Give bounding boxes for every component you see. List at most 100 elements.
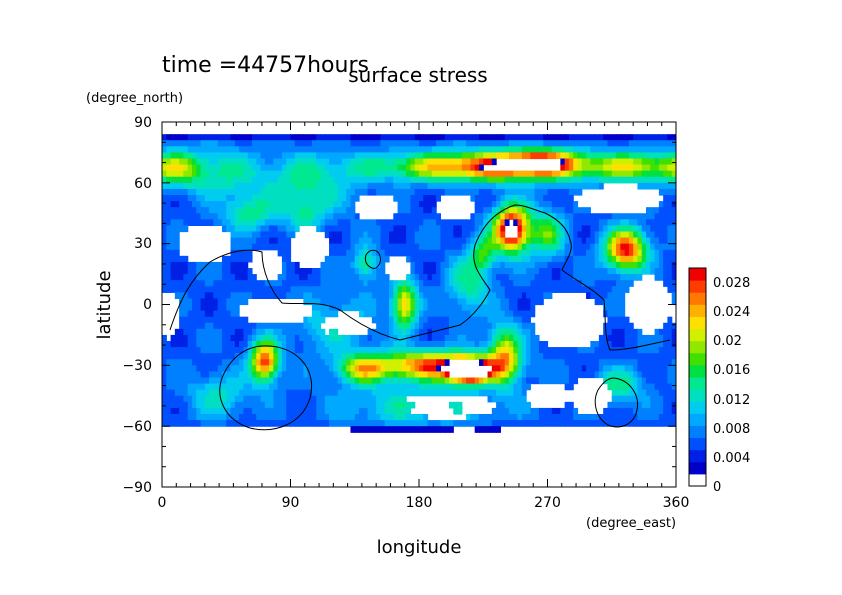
- heatmap-cell: [290, 207, 296, 214]
- heatmap-cell: [671, 286, 676, 293]
- heatmap-cell: [393, 225, 399, 233]
- heatmap-cell: [286, 213, 292, 220]
- heatmap-cell: [401, 426, 407, 433]
- heatmap-cell: [410, 261, 416, 269]
- heatmap-cell: [316, 334, 322, 342]
- heatmap-cell: [299, 395, 304, 403]
- heatmap-cell: [504, 347, 510, 354]
- heatmap-cell: [577, 158, 583, 166]
- heatmap-cell: [191, 420, 197, 427]
- heatmap-cell: [359, 219, 364, 227]
- heatmap-cell: [521, 140, 527, 147]
- heatmap-cell: [162, 353, 167, 360]
- heatmap-cell: [354, 377, 360, 385]
- heatmap-cell: [547, 292, 553, 300]
- heatmap-cell: [538, 359, 544, 366]
- heatmap-cell: [333, 334, 339, 342]
- heatmap-cell: [221, 395, 227, 403]
- heatmap-cell: [620, 310, 626, 318]
- heatmap-cell: [243, 231, 249, 239]
- heatmap-cell: [264, 359, 270, 366]
- heatmap-cell: [363, 274, 369, 281]
- heatmap-cell: [226, 371, 232, 379]
- heatmap-cell: [496, 170, 501, 178]
- heatmap-cell: [534, 414, 540, 421]
- heatmap-cell: [329, 377, 334, 385]
- heatmap-cell: [217, 407, 223, 415]
- heatmap-cell: [577, 152, 583, 160]
- heatmap-cell: [294, 322, 300, 330]
- heatmap-cell: [586, 170, 591, 178]
- heatmap-cell: [303, 401, 309, 409]
- heatmap-cell: [534, 225, 540, 233]
- heatmap-cell: [410, 219, 416, 227]
- heatmap-cell: [521, 201, 527, 208]
- heatmap-cell: [303, 359, 309, 366]
- heatmap-cell: [187, 395, 193, 403]
- heatmap-cell: [371, 140, 377, 147]
- heatmap-cell: [526, 383, 531, 391]
- heatmap-cell: [256, 146, 262, 154]
- island-outline: [364, 249, 381, 269]
- heatmap-cell: [209, 195, 214, 202]
- heatmap-cell: [551, 188, 557, 196]
- heatmap-cell: [551, 359, 557, 366]
- heatmap-cell: [436, 176, 442, 184]
- heatmap-cell: [517, 188, 523, 196]
- heatmap-cell: [162, 213, 167, 220]
- heatmap-cell: [444, 225, 450, 233]
- heatmap-cell: [200, 170, 206, 178]
- heatmap-cell: [478, 304, 484, 312]
- heatmap-cell: [513, 322, 519, 330]
- heatmap-cell: [247, 237, 253, 245]
- heatmap-cell: [341, 389, 347, 397]
- heatmap-cell: [406, 298, 412, 306]
- heatmap-cell: [556, 407, 561, 415]
- heatmap-cell: [277, 341, 283, 348]
- heatmap-cell: [397, 237, 403, 245]
- heatmap-cell: [346, 201, 352, 208]
- heatmap-cell: [671, 176, 676, 184]
- heatmap-cell: [641, 231, 647, 239]
- heatmap-cell: [260, 207, 266, 214]
- heatmap-cell: [423, 146, 429, 154]
- heatmap-cell: [196, 274, 202, 281]
- heatmap-cell: [551, 231, 557, 239]
- heatmap-cell: [667, 359, 673, 366]
- heatmap-cell: [448, 176, 454, 184]
- heatmap-cell: [568, 231, 574, 239]
- heatmap-cell: [419, 389, 424, 397]
- heatmap-cell: [354, 255, 360, 263]
- heatmap-cell: [329, 353, 334, 360]
- heatmap-cell: [397, 146, 403, 154]
- heatmap-cell: [290, 383, 296, 391]
- heatmap-cell: [603, 170, 609, 178]
- heatmap-cell: [371, 231, 377, 239]
- heatmap-cell: [307, 328, 313, 336]
- heatmap-cell: [406, 420, 412, 427]
- heatmap-cell: [371, 420, 377, 427]
- heatmap-cell: [239, 389, 244, 397]
- heatmap-cell: [367, 377, 373, 385]
- heatmap-cell: [401, 334, 407, 342]
- heatmap-cell: [667, 152, 673, 160]
- heatmap-cell: [517, 255, 523, 263]
- heatmap-cell: [273, 395, 279, 403]
- heatmap-cell: [508, 341, 514, 348]
- heatmap-cell: [513, 213, 519, 220]
- heatmap-cell: [406, 237, 412, 245]
- heatmap-cell: [204, 170, 210, 178]
- heatmap-cell: [221, 304, 227, 312]
- heatmap-cell: [359, 377, 364, 385]
- heatmap-cell: [543, 268, 549, 275]
- heatmap-cell: [487, 176, 493, 184]
- heatmap-cell: [354, 261, 360, 269]
- heatmap-cell: [162, 249, 167, 257]
- heatmap-cell: [166, 152, 172, 160]
- heatmap-cell: [453, 377, 459, 385]
- heatmap-cell: [346, 304, 352, 312]
- heatmap-cell: [543, 414, 549, 421]
- heatmap-cell: [616, 280, 621, 287]
- heatmap-cell: [191, 201, 197, 208]
- heatmap-cell: [346, 383, 352, 391]
